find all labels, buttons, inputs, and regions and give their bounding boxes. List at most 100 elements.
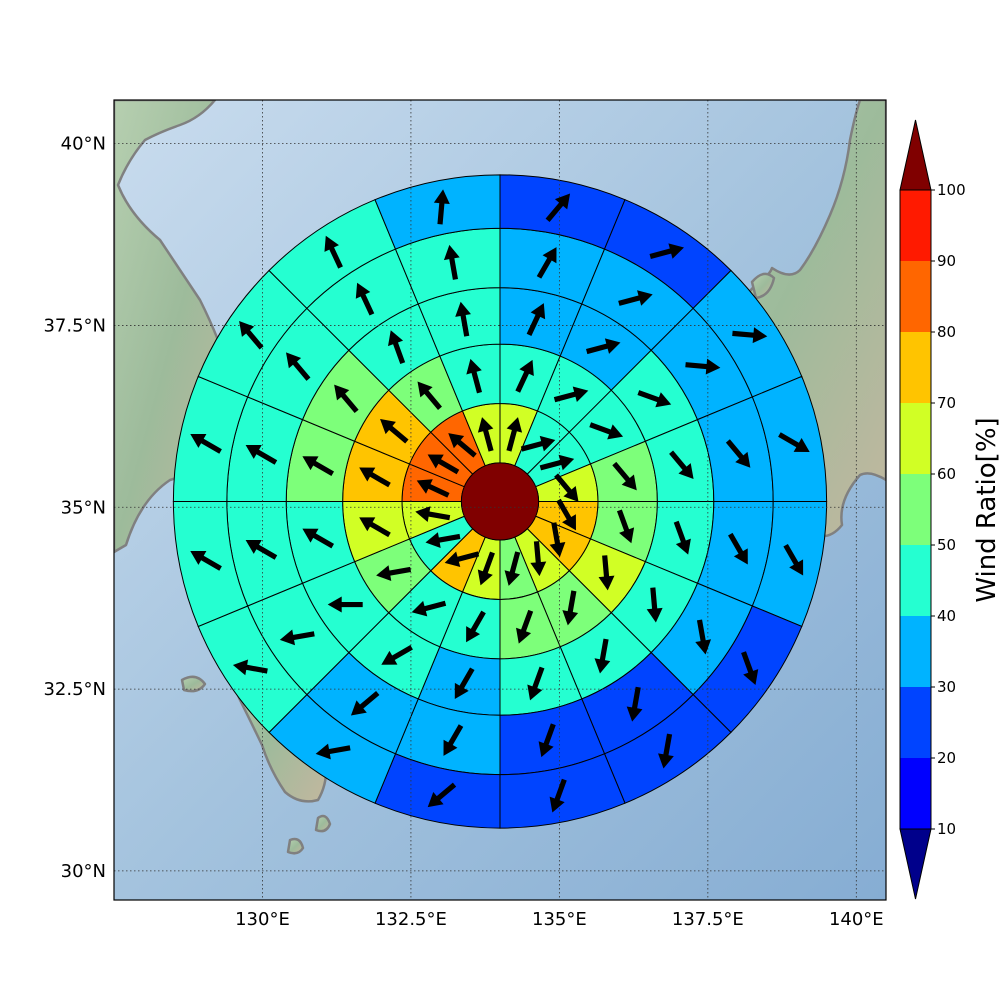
wind-arrow-ring1-sector9 (477, 551, 495, 586)
lon-tick-label: 130°E (235, 909, 290, 930)
wind-arrow-ring2-sector12 (359, 517, 391, 538)
wind-arrow-ring3-sector14 (334, 384, 359, 414)
lon-tick-label: 135°E (532, 909, 587, 930)
wind-arrow-ring3-sector11 (327, 596, 363, 613)
wind-arrow-ring3-sector5 (673, 520, 691, 555)
wind-arrow-ring1-sector5 (556, 498, 576, 531)
wind-arrow-ring2-sector6 (598, 555, 615, 591)
colorbar-tick-label: 20 (937, 749, 956, 767)
wind-arrow-ring5-sector13 (190, 433, 222, 454)
wind-arrow-ring3-sector6 (646, 587, 663, 623)
colorbar-tick-label: 30 (937, 678, 956, 696)
wind-arrow-ring2-sector4 (612, 461, 637, 491)
wind-arrow-ring5-sector8 (549, 778, 567, 813)
map-frame (113, 99, 887, 901)
wind-arrow-ring1-sector12 (415, 506, 451, 522)
yakushima-island (314, 814, 332, 833)
wind-arrow-ring2-sector14 (380, 418, 409, 444)
wind-arrow-ring1-sector8 (504, 551, 521, 586)
latitude-ticks: 30°N 32.5°N 35°N 37.5°N 40°N (43, 134, 106, 882)
lat-tick-label: 30°N (61, 861, 106, 882)
wind-arrow-ring4-sector9 (443, 724, 464, 756)
colorbar-tick-label: 90 (937, 252, 956, 270)
wind-arrow-ring3-sector1 (526, 303, 546, 336)
wind-arrow-ring4-sector14 (285, 352, 311, 381)
wind-arrow-ring1-sector10 (444, 551, 480, 568)
wind-arrow-ring5-sector10 (315, 743, 351, 760)
colorbar-band-6 (900, 403, 931, 474)
wind-arrow-ring4-sector5 (728, 532, 748, 565)
wind-arrow-ring2-sector9 (466, 610, 486, 643)
colorbar-frame (899, 189, 932, 830)
colorbar-over-triangle (899, 119, 932, 191)
goto-islands (180, 675, 207, 693)
wind-arrow-ring3-sector15 (388, 330, 406, 365)
wind-arrow-ring5-sector6 (741, 651, 759, 685)
wind-arrow-ring2-sector3 (589, 422, 624, 440)
wind-arrow-ring4-sector8 (538, 723, 556, 758)
colorbar-tick-label: 50 (937, 536, 956, 554)
wind-arrows (190, 189, 810, 813)
wind-arrow-ring2-sector1 (515, 359, 534, 393)
wind-arrow-ring5-sector4 (778, 432, 810, 452)
tanegashima-island (286, 837, 305, 855)
longitude-ticks: 130°E 132.5°E 135°E 137.5°E 140°E (235, 909, 884, 930)
wind-arrow-ring2-sector7 (562, 590, 579, 626)
wind-arrow-ring3-sector3 (637, 390, 672, 408)
wind-arrow-ring5-sector3 (732, 327, 768, 344)
colorbar-tick-label: 60 (937, 465, 956, 483)
wind-arrow-ring4-sector6 (695, 619, 712, 655)
wind-arrow-ring4-sector7 (626, 686, 643, 722)
colorbar-band-4 (900, 545, 931, 616)
wind-arrow-ring1-sector1 (506, 417, 523, 452)
wind-arrow-ring1-sector13 (416, 479, 450, 498)
wind-arrow-ring2-sector8 (516, 609, 534, 644)
wind-arrow-ring1-sector2 (520, 435, 556, 452)
wind-arrow-ring5-sector9 (427, 782, 457, 808)
colorbar-band-9 (900, 190, 931, 261)
wind-arrow-ring1-sector15 (448, 433, 477, 458)
colorbar-band-2 (900, 687, 931, 758)
lat-tick-label: 32.5°N (43, 679, 106, 700)
wind-arrow-ring4-sector11 (279, 629, 315, 646)
wind-arrow-ring2-sector2 (553, 386, 589, 403)
colorbar-band-5 (900, 474, 931, 545)
wind-arrow-ring4-sector4 (725, 439, 751, 468)
wind-arrow-ring4-sector16 (443, 244, 460, 280)
wind-arrow-ring5-sector11 (232, 659, 268, 676)
wind-arrow-ring2-sector11 (376, 565, 412, 581)
wind-arrow-ring2-sector10 (411, 600, 447, 617)
wind-arrow-ring3-sector16 (455, 301, 471, 337)
center-disk (460, 462, 540, 541)
wind-arrow-ring4-sector2 (618, 290, 653, 306)
wind-arrow-ring3-sector8 (527, 666, 545, 701)
wind-arrow-ring4-sector3 (685, 358, 721, 375)
wind-arrow-ring2-sector15 (417, 381, 442, 410)
wind-arrow-ring4-sector10 (350, 690, 380, 716)
colorbar-tick-label: 100 (937, 181, 966, 199)
wind-arrow-ring2-sector5 (616, 509, 635, 544)
wind-arrow-ring3-sector9 (454, 667, 475, 700)
colorbar: 10 20 30 40 50 60 70 80 90 100 Wind Ratio[%] (899, 119, 1000, 900)
wind-arrow-ring3-sector4 (669, 450, 694, 480)
wind-arrow-ring1-sector14 (427, 454, 460, 475)
wind-arrow-ring1-sector4 (554, 473, 579, 502)
colorbar-band-1 (900, 758, 931, 829)
wind-arrow-ring2-sector13 (359, 467, 391, 488)
lon-tick-label: 140°E (829, 909, 884, 930)
wind-arrow-ring3-sector10 (381, 645, 413, 665)
wind-arrow-ring4-sector12 (245, 539, 278, 560)
wind-arrow-ring1-sector6 (549, 522, 566, 558)
wind-arrow-ring1-sector3 (539, 454, 575, 471)
wind-arrow-ring5-sector12 (190, 550, 222, 571)
wind-arrow-ring3-sector7 (594, 638, 611, 674)
colorbar-band-8 (900, 261, 931, 332)
wind-arrow-ring4-sector1 (536, 247, 557, 279)
wind-arrow-ring2-sector16 (466, 358, 483, 394)
wind-arrow-ring1-sector11 (425, 532, 461, 548)
lon-tick-label: 137.5°E (672, 909, 744, 930)
colorbar-tick-label: 70 (937, 394, 956, 412)
wind-arrow-ring4-sector13 (245, 444, 278, 465)
wind-arrow-ring3-sector13 (302, 456, 335, 477)
wind-arrow-ring1-sector7 (530, 541, 547, 577)
